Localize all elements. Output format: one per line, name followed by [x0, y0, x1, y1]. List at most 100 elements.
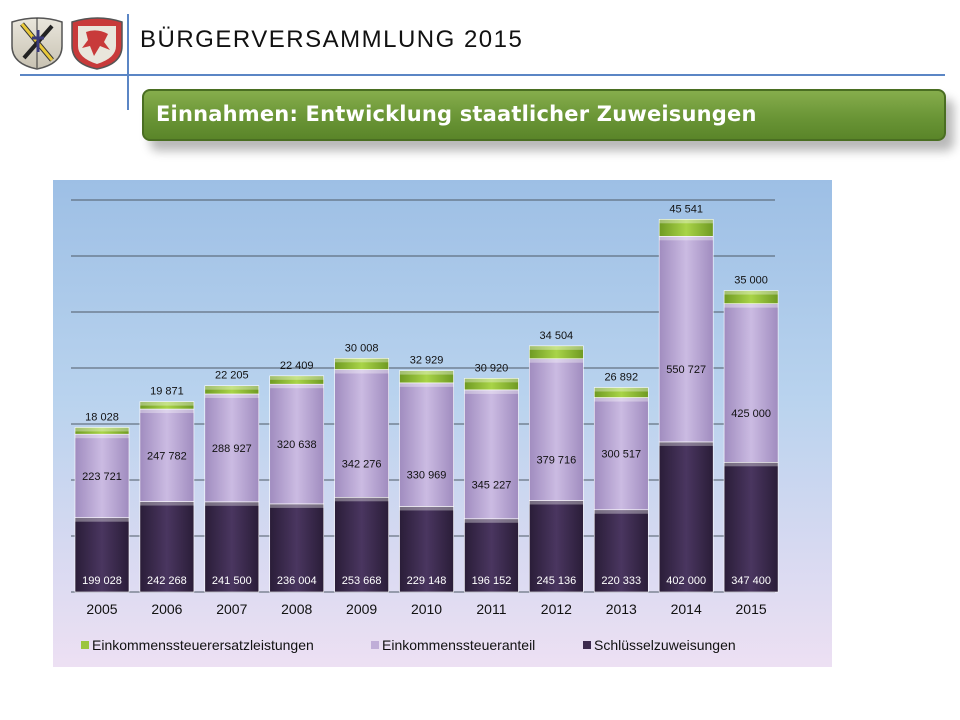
data-label-schluesselzuweisungen: 236 004 — [277, 575, 317, 587]
x-tick-label: 2006 — [151, 601, 182, 617]
data-label-ersatzleistungen: 30 920 — [475, 362, 509, 374]
data-label-ersatzleistungen: 45 541 — [669, 203, 703, 215]
bar-bevel — [464, 389, 519, 394]
bar-segment-ersatzleistungen — [593, 387, 649, 398]
bar-bevel — [269, 503, 324, 508]
bar-segment-schluesselzuweisungen — [593, 509, 649, 593]
data-label-schluesselzuweisungen: 220 333 — [601, 575, 641, 587]
bar-segment-ersatzleistungen — [658, 219, 714, 237]
bar-bevel — [529, 500, 584, 505]
bar-bevel — [529, 358, 584, 363]
data-label-schluesselzuweisungen: 245 136 — [536, 575, 576, 587]
data-label-schluesselzuweisungen: 242 268 — [147, 575, 187, 587]
bar-segment-einkommenssteueranteil — [658, 236, 714, 443]
x-tick-label: 2014 — [671, 601, 702, 617]
data-label-einkommenssteueranteil: 345 227 — [472, 479, 512, 491]
data-label-schluesselzuweisungen: 253 668 — [342, 575, 382, 587]
bar-segment-einkommenssteueranteil — [529, 358, 584, 501]
bar-segment-schluesselzuweisungen — [74, 517, 130, 593]
bar-bevel — [204, 501, 259, 506]
bar-bevel — [399, 370, 454, 375]
legend-item-label: Schlüsselzuweisungen — [594, 637, 736, 653]
bar-segment-ersatzleistungen — [334, 358, 389, 370]
bar-bevel — [594, 387, 649, 392]
bar-bevel — [334, 497, 389, 502]
data-label-ersatzleistungen: 19 871 — [150, 386, 184, 398]
data-label-einkommenssteueranteil: 288 927 — [212, 443, 252, 455]
data-label-ersatzleistungen: 26 892 — [604, 372, 638, 384]
data-label-einkommenssteueranteil: 342 276 — [342, 458, 382, 470]
bar-segment-einkommenssteueranteil — [334, 369, 389, 498]
bar-bevel — [464, 518, 519, 523]
data-label-ersatzleistungen: 18 028 — [85, 411, 119, 423]
bar-segment-ersatzleistungen — [269, 375, 325, 385]
data-label-einkommenssteueranteil: 320 638 — [277, 439, 317, 451]
data-label-schluesselzuweisungen: 229 148 — [407, 575, 447, 587]
x-tick-label: 2009 — [346, 601, 377, 617]
bar-segment-einkommenssteueranteil — [464, 389, 519, 520]
x-axis-ticks: 2005 2006 2007 2008 2009 2010 2011 2012 2013 2014… — [86, 601, 766, 617]
x-tick-label: 2005 — [86, 601, 117, 617]
bar-segment-ersatzleistungen — [74, 427, 130, 435]
data-label-einkommenssteueranteil: 300 517 — [601, 449, 641, 461]
data-label-einkommenssteueranteil: 379 716 — [536, 455, 576, 467]
bar-segment-schluesselzuweisungen — [269, 503, 325, 593]
data-label-schluesselzuweisungen: 402 000 — [666, 575, 706, 587]
x-tick-label: 2015 — [736, 601, 767, 617]
bar-bevel — [724, 462, 779, 467]
bar-segment-ersatzleistungen — [723, 290, 779, 304]
data-label-einkommenssteueranteil: 330 969 — [407, 470, 447, 482]
header-vertical-line — [127, 14, 129, 110]
data-label-ersatzleistungen: 22 409 — [280, 360, 314, 372]
bar-bevel — [139, 401, 194, 406]
bar-segment-schluesselzuweisungen — [464, 518, 519, 593]
bar-segment-ersatzleistungen — [399, 370, 454, 384]
data-label-schluesselzuweisungen: 347 400 — [731, 575, 771, 587]
slide-title-banner: Einnahmen: Entwicklung staatlicher Zuwei… — [142, 89, 946, 141]
bar-bevel — [399, 382, 454, 387]
bar-segment-einkommenssteueranteil — [593, 397, 649, 511]
bar-segment-ersatzleistungen — [139, 401, 195, 410]
bar-segment-schluesselzuweisungen — [204, 501, 260, 593]
data-label-ersatzleistungen: 32 929 — [410, 355, 444, 367]
bar-bevel — [529, 345, 584, 350]
bar-bevel — [334, 369, 389, 374]
bar-bevel — [399, 506, 454, 511]
x-tick-label: 2013 — [606, 601, 637, 617]
data-label-schluesselzuweisungen: 241 500 — [212, 575, 252, 587]
bar-bevel — [724, 290, 779, 295]
legend-swatch — [583, 641, 591, 649]
data-label-einkommenssteueranteil: 425 000 — [731, 408, 771, 420]
data-label-ersatzleistungen: 22 205 — [215, 370, 249, 382]
bar-bevel — [269, 384, 324, 389]
bar-segment-einkommenssteueranteil — [204, 393, 260, 503]
x-tick-label: 2011 — [476, 601, 506, 617]
legend-swatch — [371, 641, 379, 649]
chart-svg: 199 028 223 721 18 028 242 268 247 782 19 871… — [53, 180, 832, 667]
bar-segment-schluesselzuweisungen — [399, 506, 454, 593]
data-label-ersatzleistungen: 30 008 — [345, 342, 379, 354]
x-tick-label: 2010 — [411, 601, 442, 617]
bar-bevel — [75, 517, 129, 522]
bar-bevel — [724, 303, 779, 308]
bar-bevel — [594, 509, 649, 514]
coat-of-arms-icon — [11, 17, 123, 70]
data-label-ersatzleistungen: 35 000 — [734, 275, 768, 287]
bar-segment-ersatzleistungen — [464, 378, 519, 391]
bar-bevel — [75, 427, 129, 432]
data-label-schluesselzuweisungen: 199 028 — [82, 575, 122, 587]
slide-title: Einnahmen: Entwicklung staatlicher Zuwei… — [156, 102, 757, 126]
page-header-title: BÜRGERVERSAMMLUNG 2015 — [140, 26, 524, 53]
bar-segment-schluesselzuweisungen — [658, 441, 714, 593]
logos — [8, 12, 126, 70]
stacked-bar-chart: 199 028 223 721 18 028 242 268 247 782 19 871… — [53, 180, 832, 667]
data-label-schluesselzuweisungen: 196 152 — [472, 575, 512, 587]
x-tick-label: 2012 — [541, 601, 572, 617]
bar-bevel — [594, 397, 649, 402]
bar-segment-ersatzleistungen — [529, 345, 584, 360]
x-tick-label: 2008 — [281, 601, 312, 617]
data-label-einkommenssteueranteil: 223 721 — [82, 471, 122, 483]
bar-segment-einkommenssteueranteil — [269, 383, 325, 505]
bar-bevel — [139, 409, 194, 414]
data-label-einkommenssteueranteil: 247 782 — [147, 450, 187, 462]
